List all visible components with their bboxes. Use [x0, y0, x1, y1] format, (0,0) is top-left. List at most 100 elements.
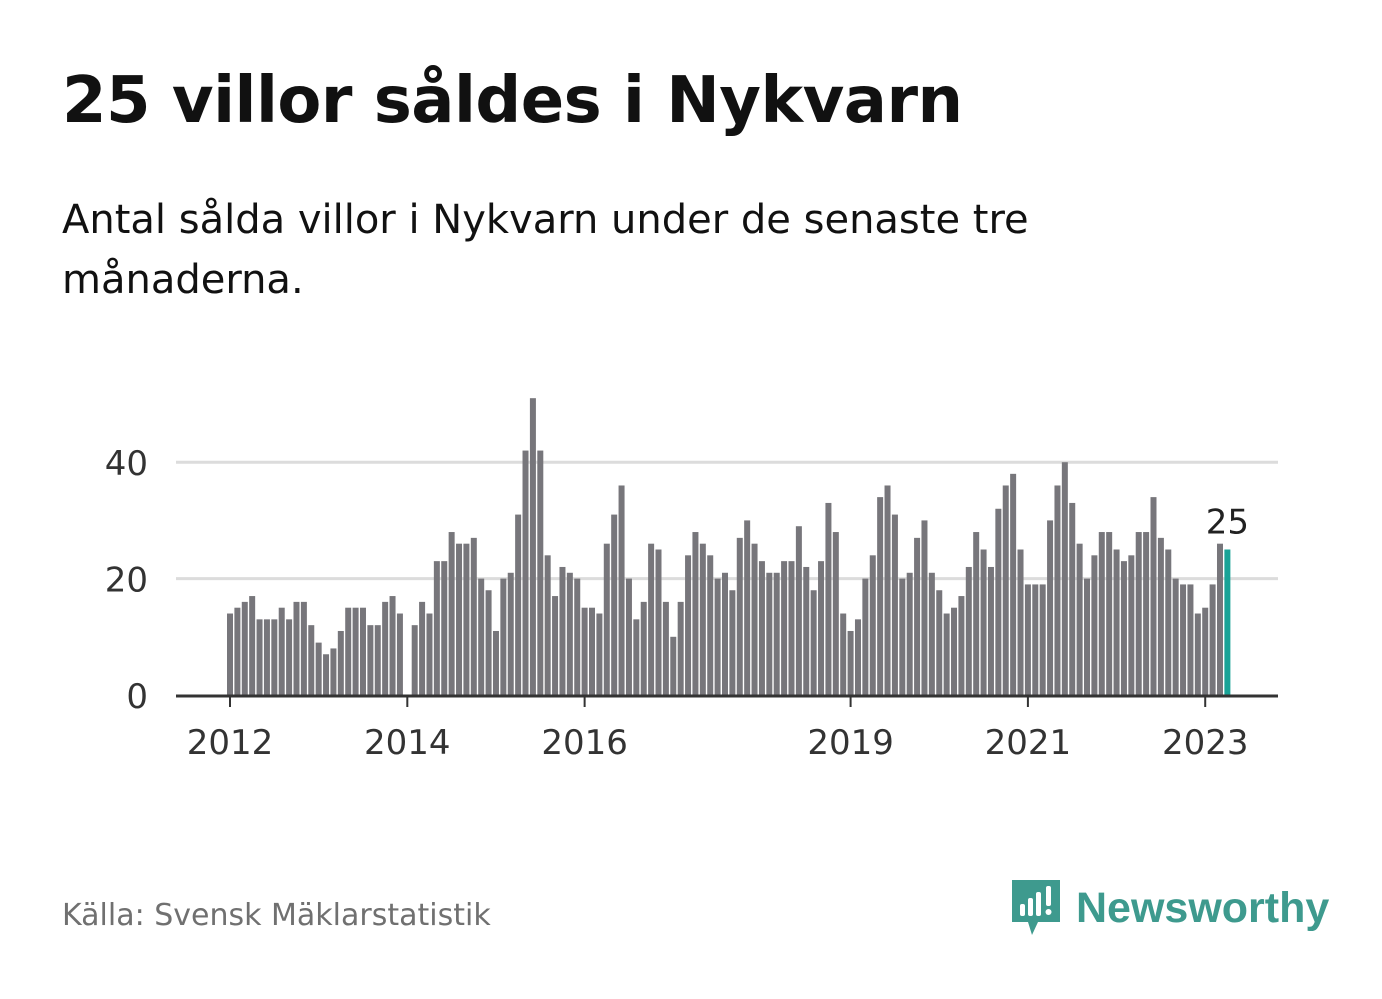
- bar: [1143, 532, 1150, 695]
- bar: [1084, 578, 1091, 695]
- bar: [1150, 497, 1157, 695]
- bar: [1091, 555, 1098, 695]
- brand-logo: Newsworthy: [1010, 878, 1329, 938]
- bar: [515, 514, 522, 695]
- bar: [300, 601, 307, 695]
- bar: [736, 537, 743, 695]
- bar: [263, 619, 270, 695]
- x-tick-label: 2012: [187, 723, 274, 763]
- bar: [862, 578, 869, 695]
- bar: [899, 578, 906, 695]
- bar: [640, 601, 647, 695]
- bar: [936, 590, 943, 695]
- bar: [840, 613, 847, 695]
- bar: [729, 590, 736, 695]
- bar: [1024, 584, 1031, 695]
- bar: [271, 619, 278, 695]
- bar: [914, 537, 921, 695]
- bar: [389, 596, 396, 695]
- bar: [1106, 532, 1113, 695]
- bar: [374, 625, 381, 695]
- bar: [359, 607, 366, 695]
- bar: [648, 543, 655, 695]
- bar: [758, 561, 765, 695]
- bar: [1047, 520, 1054, 695]
- y-tick-label: 20: [105, 561, 148, 601]
- bar: [492, 630, 499, 695]
- bar: [448, 532, 455, 695]
- axes: [176, 694, 1278, 707]
- bar: [552, 596, 559, 695]
- bar: [1017, 549, 1024, 695]
- bar: [589, 607, 596, 695]
- bar: [500, 578, 507, 695]
- bar: [1061, 462, 1068, 695]
- source-note: Källa: Svensk Mäklarstatistik: [62, 898, 491, 933]
- bar: [655, 549, 662, 695]
- bar-chart: 0 20 40 2012 2014 2016 2019 2021 2023 25: [105, 398, 1278, 763]
- bar: [1202, 607, 1209, 695]
- bar: [714, 578, 721, 695]
- bar: [308, 625, 315, 695]
- bar: [662, 601, 669, 695]
- bar: [685, 555, 692, 695]
- bars: [227, 398, 1231, 695]
- bar: [1165, 549, 1172, 695]
- bar: [618, 485, 625, 695]
- bar: [884, 485, 891, 695]
- bar: [1113, 549, 1120, 695]
- bar: [1187, 584, 1194, 695]
- bar: [766, 572, 773, 695]
- chart-subtitle: Antal sålda villor i Nykvarn under de se…: [62, 197, 1029, 303]
- bar: [1054, 485, 1061, 695]
- bar: [345, 607, 352, 695]
- bar: [987, 566, 994, 695]
- bar: [241, 601, 248, 695]
- bar: [677, 601, 684, 695]
- bar: [1209, 584, 1216, 695]
- labels: 0 20 40 2012 2014 2016 2019 2021 2023 25: [105, 444, 1249, 763]
- bar: [943, 613, 950, 695]
- bar: [625, 578, 632, 695]
- bar: [869, 555, 876, 695]
- bar: [722, 572, 728, 695]
- bar: [1032, 584, 1039, 695]
- bar: [810, 590, 817, 695]
- bar: [537, 450, 544, 695]
- bar: [773, 572, 780, 695]
- bar: [744, 520, 751, 695]
- bar: [581, 607, 588, 695]
- bar: [788, 561, 795, 695]
- bar: [1135, 532, 1142, 695]
- bar: [433, 561, 440, 695]
- bar: [1039, 584, 1046, 695]
- y-tick-label: 40: [105, 444, 148, 484]
- bar: [854, 619, 861, 695]
- bar: [818, 561, 825, 695]
- bar: [980, 549, 987, 695]
- brand-name: Newsworthy: [1076, 883, 1330, 932]
- bar: [596, 613, 603, 695]
- bar: [293, 601, 300, 695]
- bar: [603, 543, 610, 695]
- y-tick-label: 0: [126, 677, 148, 717]
- bar: [574, 578, 581, 695]
- bar: [456, 543, 463, 695]
- bar: [847, 630, 854, 695]
- bar: [529, 398, 536, 695]
- bar: [522, 450, 529, 695]
- bar: [611, 514, 618, 695]
- grid-lines: [176, 460, 1278, 581]
- bar: [877, 497, 884, 695]
- newsworthy-logo-icon: [1012, 880, 1060, 935]
- bar: [1172, 578, 1179, 695]
- bar: [1157, 537, 1164, 695]
- bar: [995, 508, 1002, 695]
- bar: [795, 526, 802, 695]
- bar: [951, 607, 958, 695]
- bar: [958, 596, 965, 695]
- x-tick-label: 2019: [807, 723, 894, 763]
- bar: [396, 613, 403, 695]
- bar: [566, 572, 573, 695]
- bar: [337, 630, 344, 695]
